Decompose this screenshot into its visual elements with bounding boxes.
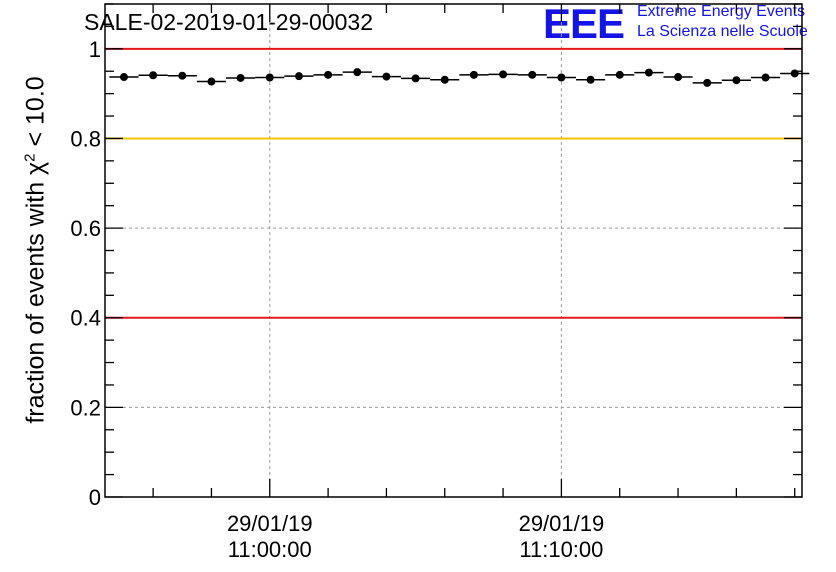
y-tick-label: 0 xyxy=(89,485,101,510)
data-point xyxy=(644,68,653,77)
data-point xyxy=(119,73,128,82)
data-point xyxy=(528,70,537,79)
eee-logo: EEE xyxy=(543,0,625,47)
data-point xyxy=(674,73,683,82)
logo-caption-line2: La Scienza nelle Scuole xyxy=(637,23,808,40)
data-point xyxy=(324,70,333,79)
data-point xyxy=(382,72,391,81)
x-tick-label-date: 29/01/19 xyxy=(519,511,605,536)
x-tick-label-time: 11:10:00 xyxy=(519,537,603,562)
data-point xyxy=(353,68,362,77)
data-point xyxy=(790,69,799,78)
data-point xyxy=(178,71,187,80)
data-point xyxy=(615,70,624,79)
chart-title: SALE-02-2019-01-29-00032 xyxy=(84,9,373,35)
y-tick-label: 0.2 xyxy=(70,395,101,420)
data-point xyxy=(703,78,712,87)
data-point xyxy=(236,73,245,82)
y-tick-label: 0.6 xyxy=(70,216,101,241)
data-point xyxy=(732,76,741,85)
x-tick-label-date: 29/01/19 xyxy=(227,511,313,536)
data-point xyxy=(761,73,770,82)
data-point xyxy=(557,73,566,82)
data-point xyxy=(149,71,158,80)
data-point xyxy=(499,70,508,79)
data-point xyxy=(207,77,216,86)
plot-frame xyxy=(104,3,803,498)
data-point xyxy=(411,74,420,83)
data-point xyxy=(440,75,449,84)
y-tick-label: 1 xyxy=(89,37,101,62)
data-point xyxy=(469,70,478,79)
x-tick-label-time: 11:00:00 xyxy=(228,537,312,562)
logo-caption-line1: Extreme Energy Events xyxy=(637,3,806,20)
y-tick-label: 0.4 xyxy=(70,306,101,331)
data-point xyxy=(586,75,595,84)
data-point xyxy=(294,72,303,81)
y-tick-label: 0.8 xyxy=(70,126,101,151)
data-point xyxy=(265,73,274,82)
